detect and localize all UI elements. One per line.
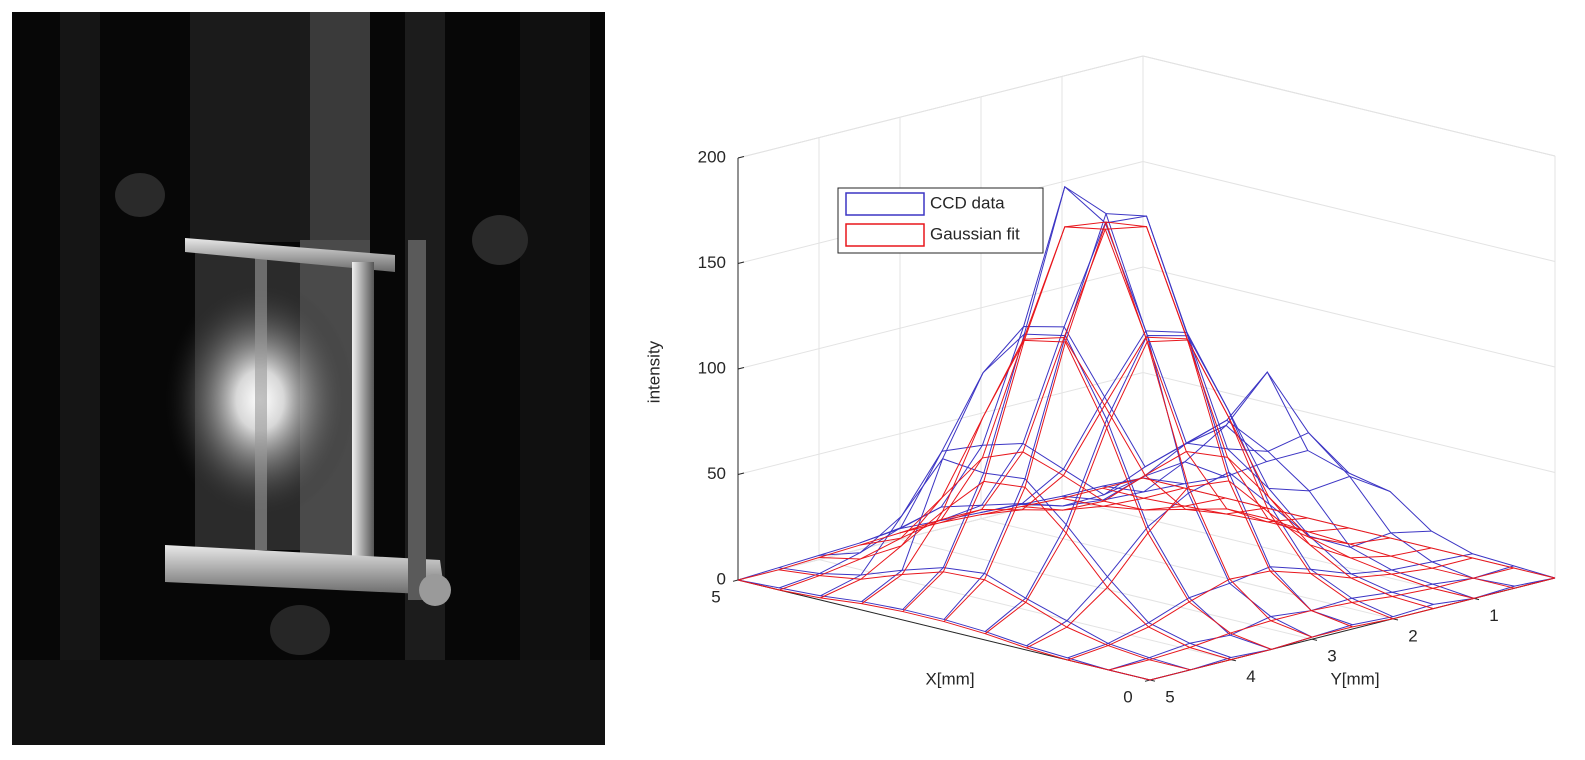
mesh-line	[820, 451, 1226, 599]
mesh-line	[818, 480, 1232, 661]
mesh-line	[1102, 487, 1515, 589]
legend: CCD data Gaussian fit	[837, 187, 1044, 254]
grid-line	[737, 55, 1556, 159]
mesh-plot: intensity X[mm] Y[mm] 050100150200051234…	[644, 55, 1556, 706]
z-tick	[737, 156, 745, 159]
mesh-line	[859, 333, 1272, 650]
mesh-line	[778, 567, 1191, 671]
mesh-line	[737, 579, 1151, 681]
z-tick-label: 150	[698, 253, 726, 272]
mesh-line	[861, 336, 1267, 605]
x-axis-label: X[mm]	[925, 669, 974, 688]
mesh-line	[984, 339, 1391, 635]
legend-label: Gaussian fit	[930, 224, 1020, 243]
mesh-line	[902, 226, 1308, 612]
y-tick-label: 4	[1246, 667, 1255, 686]
z-tick-label: 200	[698, 147, 726, 166]
grid-line	[818, 137, 1232, 661]
grid-line	[737, 371, 1556, 475]
mesh-line	[899, 185, 1313, 638]
x-tick	[732, 579, 739, 582]
legend-box	[837, 187, 1044, 254]
x-tick-label: 5	[711, 587, 720, 606]
z-tick	[737, 367, 745, 370]
camera-photo	[12, 12, 605, 745]
z-tick	[737, 472, 745, 475]
mesh-line	[899, 221, 1313, 638]
legend-label: CCD data	[930, 193, 1005, 212]
y-tick-label: 5	[1165, 687, 1174, 706]
grid-line	[1061, 76, 1475, 599]
legend-swatch	[845, 223, 925, 247]
mesh-line	[1061, 497, 1475, 599]
y-tick-label: 2	[1408, 626, 1417, 645]
mesh-line	[1108, 567, 1514, 671]
mesh-line	[737, 579, 1151, 681]
y-tick-label: 3	[1327, 647, 1336, 666]
z-tick-label: 50	[707, 464, 726, 483]
y-axis-label: Y[mm]	[1330, 669, 1379, 688]
mesh-line	[940, 226, 1353, 628]
z-tick-label: 0	[717, 569, 726, 588]
y-tick	[1311, 638, 1318, 641]
mesh-line	[859, 339, 1272, 650]
x-tick-label: 0	[1123, 687, 1132, 706]
legend-swatch	[845, 192, 925, 216]
mesh-line	[1021, 451, 1434, 610]
mesh-line	[1142, 477, 1556, 579]
mesh-line	[779, 483, 1185, 589]
mesh-line	[778, 569, 1191, 671]
mesh-line	[943, 221, 1350, 622]
z-tick	[737, 261, 745, 264]
mesh-line	[1108, 565, 1514, 671]
mesh	[737, 221, 1556, 681]
mesh-line	[1102, 371, 1515, 587]
mesh-line	[818, 458, 1232, 658]
mesh-line	[1142, 449, 1556, 579]
mesh-line	[1021, 442, 1434, 605]
z-axis-label: intensity	[644, 340, 663, 403]
mesh-line	[940, 215, 1353, 626]
mesh	[737, 185, 1556, 681]
z-tick-label: 100	[698, 358, 726, 377]
grid-line	[737, 266, 1556, 370]
mesh-line	[980, 336, 1394, 620]
y-tick-label: 1	[1489, 606, 1498, 625]
